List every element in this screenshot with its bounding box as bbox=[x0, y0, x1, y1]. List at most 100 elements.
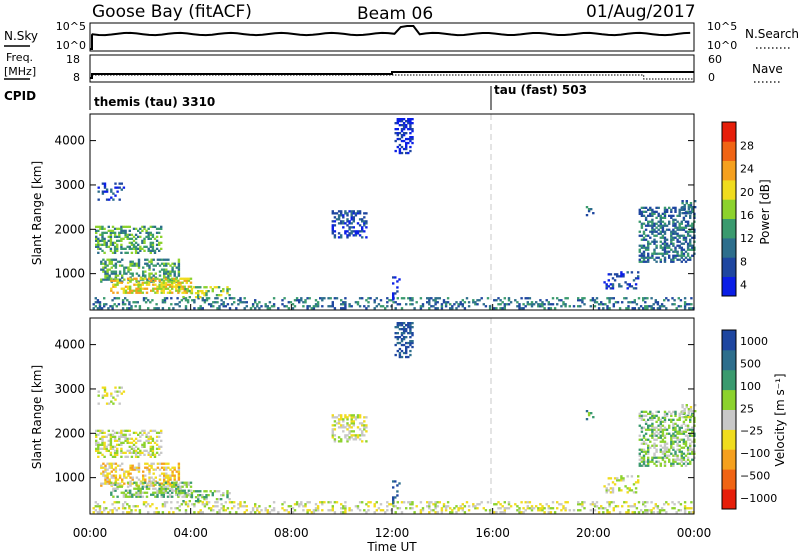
velocity-cell bbox=[189, 481, 193, 484]
power-cell bbox=[145, 281, 149, 284]
velocity-cell bbox=[665, 456, 669, 459]
power-cell bbox=[116, 283, 119, 286]
velocity-cell bbox=[442, 505, 446, 508]
velocity-cell bbox=[139, 487, 142, 490]
velocity-cell bbox=[564, 509, 567, 512]
velocity-cell bbox=[243, 501, 246, 504]
power-cell bbox=[116, 239, 119, 242]
velocity-cell bbox=[151, 429, 155, 432]
power-cell bbox=[649, 242, 652, 245]
velocity-cell bbox=[121, 507, 125, 510]
velocity-cell bbox=[129, 493, 132, 496]
velocity-cell bbox=[139, 439, 142, 442]
velocity-cell bbox=[541, 507, 544, 510]
power-cell bbox=[649, 230, 652, 233]
power-cell bbox=[127, 270, 130, 273]
velocity-cell bbox=[187, 481, 191, 484]
velocity-cell bbox=[129, 472, 132, 475]
power-cell bbox=[112, 264, 116, 267]
velocity-cell bbox=[631, 505, 634, 508]
power-cell bbox=[128, 303, 131, 306]
power-cell bbox=[152, 264, 155, 267]
velocity-cell bbox=[95, 449, 98, 452]
velocity-cell bbox=[657, 456, 660, 459]
velocity-cell bbox=[402, 330, 406, 333]
power-cell bbox=[111, 243, 115, 246]
velocity-cell bbox=[126, 485, 130, 488]
power-cell bbox=[92, 307, 95, 310]
power-cell bbox=[661, 252, 665, 255]
power-cell bbox=[663, 240, 667, 243]
power-cell bbox=[143, 225, 146, 228]
power-cell bbox=[398, 124, 402, 127]
power-cell bbox=[136, 301, 139, 304]
velocity-cell bbox=[363, 424, 366, 427]
power-colorbar-swatch bbox=[722, 218, 736, 239]
power-cell bbox=[131, 291, 134, 294]
power-cell bbox=[407, 122, 410, 125]
velocity-cell bbox=[628, 487, 631, 490]
velocity-cell bbox=[659, 434, 662, 437]
power-cell bbox=[194, 286, 198, 289]
velocity-cell bbox=[659, 428, 662, 431]
velocity-cell bbox=[147, 435, 150, 438]
time-tick-label: 08:00 bbox=[274, 526, 309, 540]
velocity-cell bbox=[201, 501, 204, 504]
power-cell bbox=[689, 214, 692, 217]
power-cell bbox=[356, 212, 360, 215]
velocity-cell bbox=[642, 442, 646, 445]
velocity-cell bbox=[685, 406, 688, 409]
power-cell bbox=[674, 248, 677, 251]
velocity-cell bbox=[171, 487, 174, 490]
power-cell bbox=[467, 305, 471, 308]
power-cell bbox=[306, 305, 309, 308]
velocity-cell bbox=[348, 509, 351, 512]
velocity-cell bbox=[659, 462, 662, 465]
power-cell bbox=[156, 285, 159, 288]
velocity-cell bbox=[155, 443, 159, 446]
power-cell bbox=[113, 297, 116, 300]
velocity-cell bbox=[143, 453, 146, 456]
velocity-cell bbox=[120, 435, 123, 438]
power-cell bbox=[120, 182, 123, 185]
velocity-cell bbox=[672, 462, 675, 465]
velocity-cell bbox=[683, 408, 686, 411]
velocity-cell bbox=[146, 468, 149, 471]
power-cell bbox=[348, 305, 351, 308]
power-cell bbox=[363, 216, 366, 219]
velocity-cell bbox=[342, 426, 345, 429]
velocity-cell bbox=[110, 491, 113, 494]
power-cell bbox=[503, 307, 506, 310]
velocity-cell bbox=[112, 462, 116, 465]
power-cell bbox=[600, 301, 603, 304]
velocity-cell bbox=[254, 505, 257, 508]
velocity-cell bbox=[291, 511, 295, 514]
power-cell bbox=[147, 247, 150, 250]
power-cell bbox=[562, 303, 565, 306]
power-cell bbox=[514, 299, 517, 302]
velocity-cell bbox=[99, 443, 102, 446]
velocity-cell bbox=[173, 481, 176, 484]
velocity-cell bbox=[173, 474, 176, 477]
power-cell bbox=[162, 287, 165, 290]
power-cell bbox=[121, 307, 125, 310]
power-cell bbox=[233, 301, 236, 304]
power-cell bbox=[352, 220, 355, 223]
velocity-y-tick-label: 3000 bbox=[54, 382, 85, 396]
power-cell bbox=[141, 239, 144, 242]
velocity-cell bbox=[152, 462, 155, 465]
velocity-cell bbox=[661, 432, 665, 435]
velocity-cell bbox=[110, 400, 113, 403]
velocity-cell bbox=[684, 434, 688, 437]
power-cell bbox=[603, 281, 606, 284]
power-cell bbox=[100, 262, 103, 265]
velocity-cell bbox=[177, 478, 181, 481]
power-cell bbox=[640, 222, 644, 225]
velocity-cell bbox=[386, 505, 389, 508]
velocity-cell bbox=[419, 509, 423, 512]
power-cell bbox=[266, 307, 269, 310]
power-cell bbox=[95, 225, 98, 228]
velocity-cell bbox=[668, 458, 671, 461]
power-cell bbox=[651, 218, 654, 221]
velocity-cell bbox=[670, 462, 673, 465]
